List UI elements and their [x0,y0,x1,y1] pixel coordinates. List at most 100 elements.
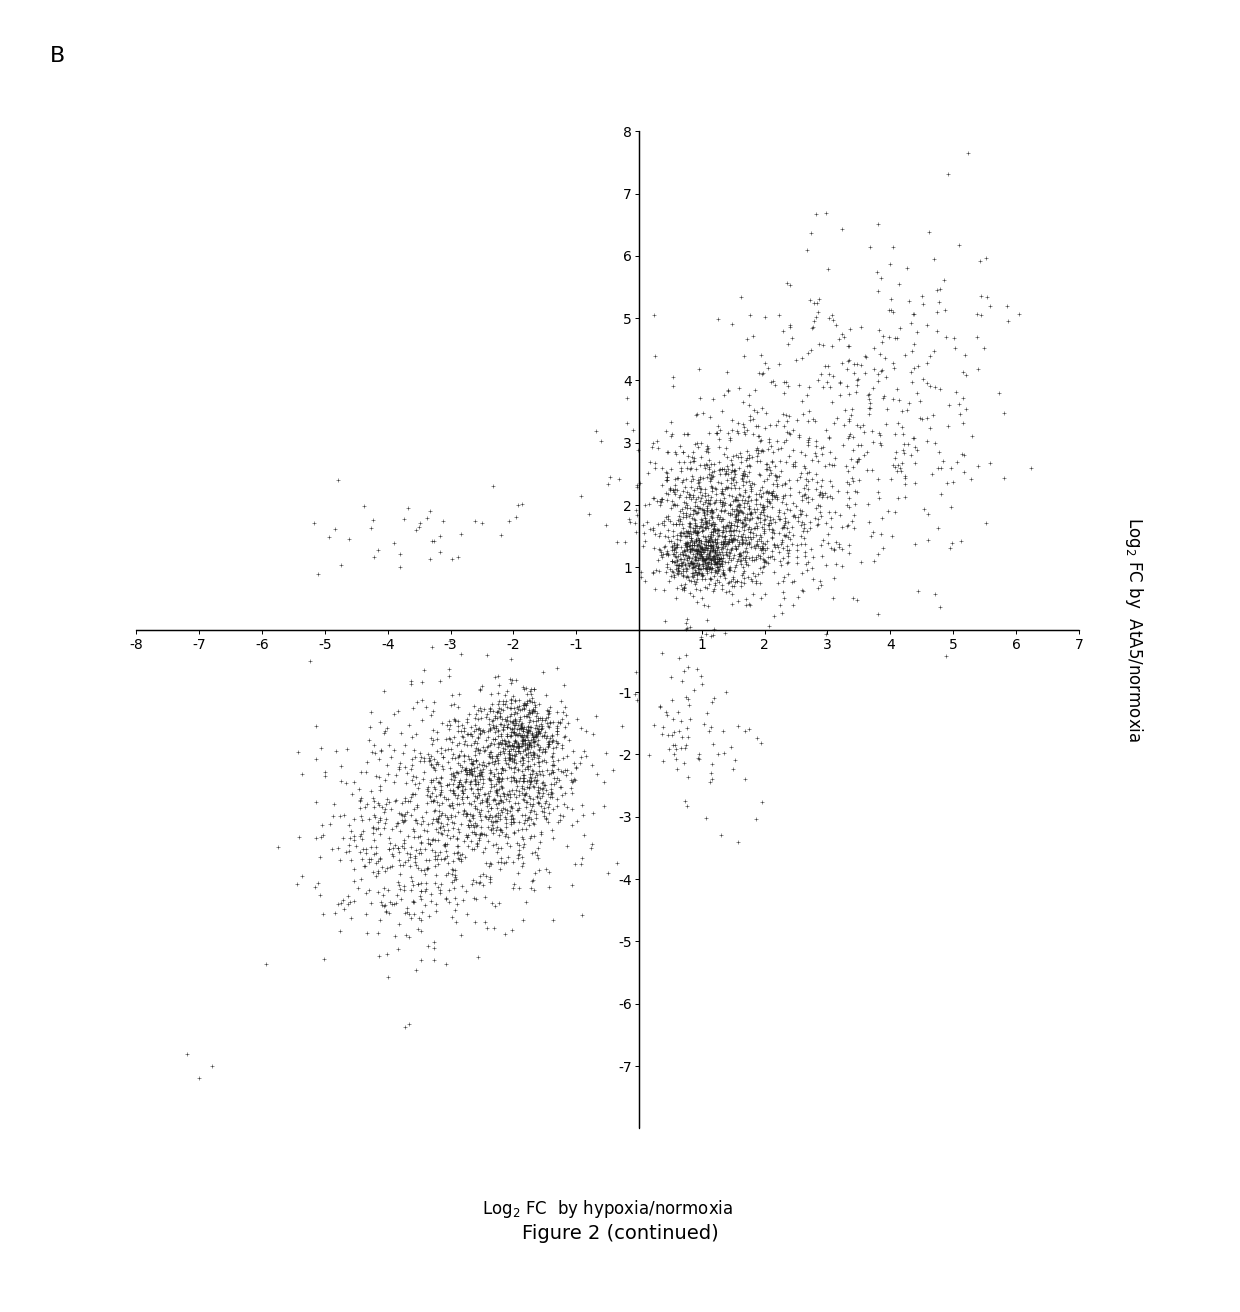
Point [408,778,428,799]
Point [443,859,463,880]
Point [310,884,330,905]
Point [642,437,662,458]
Point [795,533,815,554]
Point [734,572,754,593]
Point [553,748,573,769]
Point [453,789,472,810]
Point [481,684,501,705]
Point [688,487,708,508]
Point [356,882,376,903]
Point [542,731,562,752]
Point [548,733,568,754]
Point [527,807,547,828]
Point [759,615,779,636]
Point [548,733,568,754]
Point [422,791,441,812]
Point [689,475,709,496]
Point [797,471,817,492]
Point [673,502,693,523]
Point [732,533,751,554]
Point [818,533,838,554]
Point [730,484,750,505]
Point [682,534,702,555]
Point [687,403,707,424]
Point [572,718,591,739]
Point [813,437,833,458]
Point [401,791,420,812]
Point [491,707,511,728]
Point [673,543,693,564]
Point [784,525,804,546]
Point [547,657,567,678]
Point [494,798,513,819]
Point [856,346,875,367]
Point [339,834,358,855]
Point [714,443,734,464]
Point [377,718,397,739]
Point [748,508,768,529]
Point [701,546,720,567]
Point [720,514,740,535]
Point [738,534,758,555]
Point [389,752,409,773]
Point [310,846,330,867]
Point [880,289,900,310]
Point [343,771,363,792]
Point [769,354,789,375]
Point [500,748,520,769]
Point [520,735,539,756]
Point [410,743,430,764]
Point [450,845,470,866]
Point [655,510,675,531]
Point [735,506,755,527]
Point [720,556,740,577]
Point [706,551,725,572]
Point [474,874,494,895]
Point [665,468,684,489]
Point [799,400,818,421]
Point [735,527,755,548]
Point [424,691,444,712]
Point [713,562,733,583]
Point [684,496,704,517]
Point [420,834,440,855]
Point [795,458,815,479]
Point [512,731,532,752]
Point [696,537,715,558]
Point [732,467,751,488]
Point [733,513,753,534]
Point [506,771,526,792]
Point [391,722,410,743]
Point [521,716,541,737]
Point [782,517,802,538]
Point [709,548,729,569]
Point [755,508,775,529]
Point [743,522,763,543]
Point [539,716,559,737]
Point [528,724,548,745]
Point [516,740,536,761]
Point [495,714,515,735]
Point [497,800,517,821]
Point [505,783,525,804]
Point [749,463,769,484]
Point [756,482,776,502]
Point [525,678,544,699]
Point [405,848,425,869]
Point [376,794,396,815]
Point [405,851,425,872]
Point [436,813,456,834]
Point [490,691,510,712]
Point [742,489,761,510]
Point [794,514,813,535]
Point [694,504,714,525]
Point [686,529,706,550]
Point [739,509,759,530]
Point [754,551,774,572]
Point [678,546,698,567]
Point [640,451,660,472]
Point [534,774,554,795]
Point [515,758,534,779]
Point [474,740,494,761]
Point [841,405,861,426]
